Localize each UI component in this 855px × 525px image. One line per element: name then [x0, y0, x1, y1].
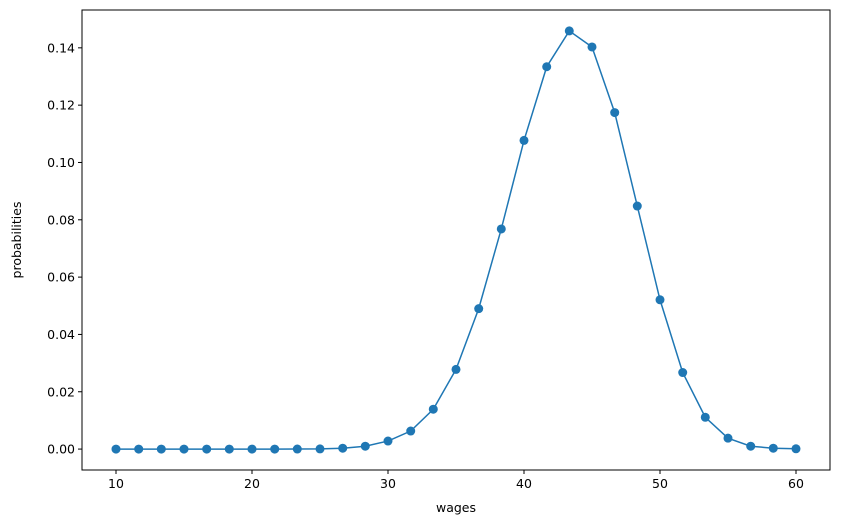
- data-point: [202, 444, 212, 454]
- data-point: [292, 444, 302, 454]
- y-tick-label: 0.14: [47, 40, 75, 55]
- y-tick-label: 0.10: [47, 155, 75, 170]
- data-point: [360, 441, 370, 451]
- data-point: [315, 444, 325, 454]
- series-line: [116, 29, 797, 450]
- x-tick-label: 10: [108, 476, 124, 491]
- data-point: [632, 201, 642, 211]
- data-point: [134, 444, 144, 454]
- data-point: [111, 444, 121, 454]
- x-tick-label: 50: [652, 476, 668, 491]
- data-point: [700, 412, 710, 422]
- y-axis-label: probabilities: [9, 202, 24, 279]
- x-tick-label: 20: [244, 476, 260, 491]
- y-tick-label: 0.12: [47, 98, 75, 113]
- data-point: [655, 295, 665, 305]
- x-tick-label: 60: [788, 476, 804, 491]
- data-point: [156, 444, 166, 454]
- data-point: [768, 443, 778, 453]
- y-tick-label: 0.08: [47, 212, 75, 227]
- data-point: [474, 304, 484, 314]
- data-point: [451, 364, 461, 374]
- y-tick-label: 0.04: [47, 327, 75, 342]
- data-point: [678, 368, 688, 378]
- data-point: [542, 62, 552, 72]
- data-point: [224, 444, 234, 454]
- data-point: [428, 404, 438, 414]
- data-point: [746, 441, 756, 451]
- data-point: [270, 444, 280, 454]
- x-tick-label: 30: [380, 476, 396, 491]
- data-point: [338, 443, 348, 453]
- y-tick-label: 0.02: [47, 384, 75, 399]
- data-point: [723, 433, 733, 443]
- y-tick-label: 0.00: [47, 442, 75, 457]
- data-point: [496, 224, 506, 234]
- data-point: [564, 26, 574, 36]
- y-tick-label: 0.06: [47, 270, 75, 285]
- x-tick-label: 40: [516, 476, 532, 491]
- data-point: [179, 444, 189, 454]
- data-point: [247, 444, 257, 454]
- data-point: [791, 444, 801, 454]
- data-point: [406, 426, 416, 436]
- x-axis-label: wages: [436, 500, 476, 515]
- axes-frame: [81, 9, 831, 471]
- data-point: [383, 436, 393, 446]
- data-point: [519, 135, 529, 145]
- data-point: [610, 108, 620, 118]
- data-point: [587, 42, 597, 52]
